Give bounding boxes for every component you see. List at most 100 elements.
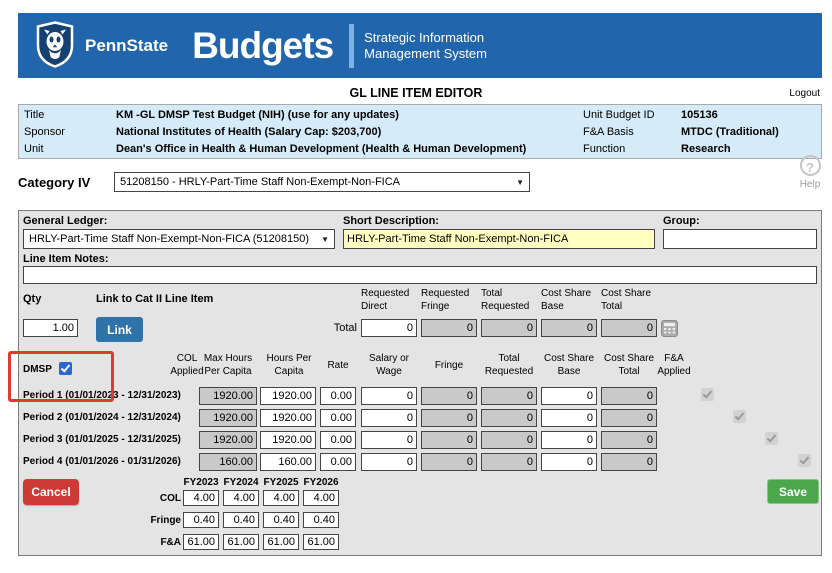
fa-rate-input[interactable]: [263, 534, 299, 550]
requested-fringe-header: Requested Fringe: [421, 288, 470, 312]
unit-label: Unit: [24, 143, 44, 155]
fringe-field: [421, 387, 477, 405]
period-cost-share-total-header: Cost Share Total: [603, 353, 655, 377]
total-requested-fringe-field: [421, 319, 477, 337]
calculator-icon[interactable]: [661, 320, 678, 340]
fa-rate-input[interactable]: [223, 534, 259, 550]
link-to-cat2-label: Link to Cat II Line Item: [96, 293, 214, 305]
salary-or-wage-input[interactable]: [361, 387, 417, 405]
hours-per-capita-input[interactable]: [260, 409, 316, 427]
help-icon[interactable]: ?: [799, 155, 821, 176]
col-rate-input[interactable]: [223, 490, 259, 506]
fringe-header: Fringe: [434, 359, 464, 371]
fa-rate-input[interactable]: [183, 534, 219, 550]
total-cost-share-total-field: [601, 319, 657, 337]
salary-or-wage-input[interactable]: [361, 431, 417, 449]
fa-applied-header: F&A Applied: [657, 353, 691, 377]
help-label: Help: [799, 179, 821, 190]
fa-applied-checkbox: [765, 432, 779, 445]
fringe-rate-input[interactable]: [223, 512, 259, 528]
total-requested-field: [481, 431, 537, 449]
col-rate-input[interactable]: [303, 490, 339, 506]
cost-share-total-field: [601, 431, 657, 449]
fa-rate-label: F&A: [160, 537, 181, 548]
cost-share-base-input[interactable]: [541, 453, 597, 471]
salary-or-wage-input[interactable]: [361, 409, 417, 427]
salary-or-wage-header: Salary or Wage: [368, 353, 409, 377]
col-rate-input[interactable]: [263, 490, 299, 506]
col-applied-header: COL Applied: [170, 353, 204, 377]
period-row-label: Period 4 (01/01/2026 - 01/31/2026): [23, 456, 181, 467]
cost-share-base-header: Cost Share Base: [541, 288, 592, 312]
category-label: Category IV: [18, 175, 91, 190]
short-description-input[interactable]: [343, 229, 655, 249]
rate-input[interactable]: [320, 431, 356, 449]
pennstate-shield-logo-icon: [35, 20, 75, 71]
cost-share-total-field: [601, 409, 657, 427]
logout-link[interactable]: Logout: [789, 88, 820, 99]
fa-applied-checkbox: [701, 388, 715, 401]
period-cost-share-base-header: Cost Share Base: [543, 353, 595, 377]
cost-share-base-input[interactable]: [541, 387, 597, 405]
max-hours-header: Max Hours Per Capita: [203, 353, 253, 377]
group-label: Group:: [663, 215, 700, 227]
general-ledger-select[interactable]: HRLY-Part-Time Staff Non-Exempt-Non-FICA…: [23, 229, 335, 249]
rate-input[interactable]: [320, 453, 356, 471]
col-rate-input[interactable]: [183, 490, 219, 506]
app-name: Budgets: [192, 24, 334, 66]
period-row-label: Period 3 (01/01/2025 - 12/31/2025): [23, 434, 181, 445]
app-banner: PennState Budgets Strategic Information …: [18, 13, 822, 78]
sponsor-value: National Institutes of Health (Salary Ca…: [116, 126, 382, 138]
total-requested-field: [481, 387, 537, 405]
fa-basis-label: F&A Basis: [583, 126, 634, 138]
fa-basis-value: MTDC (Traditional): [681, 126, 779, 138]
fringe-rate-input[interactable]: [183, 512, 219, 528]
total-requested-field: [481, 409, 537, 427]
rate-input[interactable]: [320, 409, 356, 427]
total-requested-field: [481, 453, 537, 471]
col-rate-label: COL: [159, 493, 181, 504]
fa-rate-input[interactable]: [303, 534, 339, 550]
max-hours-field: [199, 409, 257, 427]
total-total-requested-field: [481, 319, 537, 337]
period-row-label: Period 1 (01/01/2023 - 12/31/2023): [23, 390, 181, 401]
line-item-notes-input[interactable]: [23, 266, 817, 284]
hours-per-capita-input[interactable]: [260, 431, 316, 449]
fringe-rate-input[interactable]: [263, 512, 299, 528]
group-input[interactable]: [663, 229, 817, 249]
category-select[interactable]: 51208150 - HRLY-Part-Time Staff Non-Exem…: [114, 172, 530, 192]
fringe-field: [421, 409, 477, 427]
rate-header: Rate: [327, 359, 349, 371]
unit-value: Dean's Office in Health & Human Developm…: [116, 143, 527, 155]
dmsp-checkbox[interactable]: [59, 362, 72, 375]
qty-label: Qty: [23, 293, 42, 305]
cost-share-total-field: [601, 453, 657, 471]
rate-input[interactable]: [320, 387, 356, 405]
budget-info-box: Title KM -GL DMSP Test Budget (NIH) (use…: [18, 104, 822, 159]
chevron-down-icon: ▼: [516, 177, 524, 187]
total-requested-direct-input[interactable]: [361, 319, 417, 337]
link-button[interactable]: Link: [96, 317, 143, 342]
period-total-requested-header: Total Requested: [484, 353, 534, 377]
qty-input[interactable]: [23, 319, 78, 337]
hours-per-capita-input[interactable]: [260, 453, 316, 471]
cancel-button[interactable]: Cancel: [23, 479, 79, 505]
unit-budget-id-value: 105136: [681, 109, 718, 121]
cost-share-base-input[interactable]: [541, 431, 597, 449]
sponsor-label: Sponsor: [24, 126, 65, 138]
save-button[interactable]: Save: [767, 479, 819, 504]
salary-or-wage-input[interactable]: [361, 453, 417, 471]
line-item-notes-label: Line Item Notes:: [23, 253, 109, 265]
title-value: KM -GL DMSP Test Budget (NIH) (use for a…: [116, 109, 399, 121]
max-hours-field: [199, 387, 257, 405]
page-title: GL LINE ITEM EDITOR: [349, 86, 483, 100]
fringe-rate-input[interactable]: [303, 512, 339, 528]
cost-share-base-input[interactable]: [541, 409, 597, 427]
fringe-field: [421, 453, 477, 471]
hours-per-capita-header: Hours Per Capita: [266, 353, 312, 377]
hours-per-capita-input[interactable]: [260, 387, 316, 405]
total-cost-share-base-field: [541, 319, 597, 337]
brand-name: PennState: [85, 35, 169, 55]
fy-column-header: FY2023: [183, 477, 219, 488]
